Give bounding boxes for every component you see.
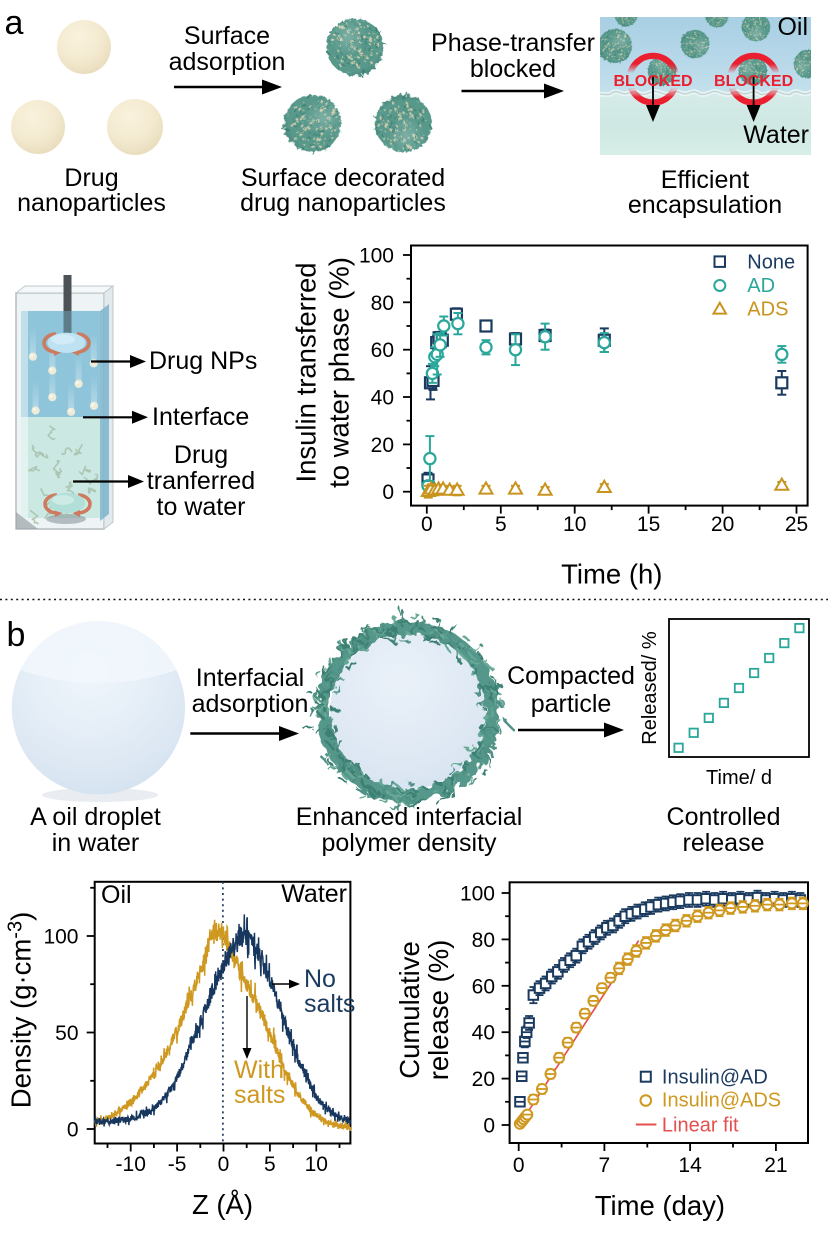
svg-text:to water: to water [157,493,246,521]
svg-text:Interface: Interface [152,403,249,431]
svg-text:release (%): release (%) [423,940,454,1081]
svg-text:nanoparticles: nanoparticles [17,189,166,217]
svg-text:100: 100 [43,926,78,949]
svg-text:0: 0 [513,1154,525,1177]
svg-text:encapsulation: encapsulation [628,191,782,219]
svg-text:Time (h): Time (h) [561,559,662,590]
svg-text:particle: particle [531,690,612,718]
svg-text:BLOCKED: BLOCKED [714,73,793,90]
svg-text:blocked: blocked [470,55,556,83]
svg-text:salts: salts [234,1081,285,1109]
svg-text:a: a [5,4,24,42]
svg-text:release: release [683,829,765,857]
svg-text:polymer density: polymer density [321,829,497,857]
svg-text:5: 5 [264,1153,276,1176]
svg-text:Insulin@ADS: Insulin@ADS [662,1090,781,1112]
svg-text:100: 100 [460,883,495,906]
svg-text:ADS: ADS [747,299,788,321]
svg-text:Cumulative: Cumulative [394,941,425,1079]
svg-text:Surface: Surface [184,22,270,50]
svg-text:20: 20 [371,434,394,457]
svg-text:0: 0 [382,481,394,504]
svg-text:Drug NPs: Drug NPs [149,347,257,375]
svg-text:14: 14 [678,1154,702,1177]
svg-text:Time/ d: Time/ d [706,767,772,789]
svg-text:0: 0 [483,1115,495,1138]
svg-text:20: 20 [472,1068,495,1091]
svg-text:5: 5 [495,513,507,536]
svg-text:Oil: Oil [777,13,808,41]
svg-text:Released/ %: Released/ % [639,631,661,745]
svg-text:Drug: Drug [174,441,228,469]
svg-text:to water phase (%): to water phase (%) [324,257,355,488]
svg-text:100: 100 [359,245,394,268]
svg-text:Linear fit: Linear fit [662,1115,739,1137]
svg-text:Efficient: Efficient [661,166,750,194]
svg-text:-5: -5 [168,1153,187,1176]
svg-text:Time (day): Time (day) [595,1190,725,1221]
svg-text:Z (Å): Z (Å) [192,1189,253,1220]
svg-text:10: 10 [305,1153,328,1176]
svg-text:Controlled: Controlled [667,803,781,831]
svg-text:10: 10 [563,513,586,536]
svg-text:A oil droplet: A oil droplet [30,803,161,831]
svg-text:7: 7 [599,1154,611,1177]
svg-text:None: None [747,252,795,274]
svg-text:adsorption: adsorption [169,48,286,76]
svg-text:b: b [7,616,26,654]
svg-text:Drug: Drug [64,164,118,192]
svg-text:80: 80 [472,929,495,952]
svg-text:Surface decorated: Surface decorated [241,164,445,192]
svg-text:20: 20 [711,513,734,536]
svg-text:AD: AD [747,275,775,297]
svg-text:Interfacial: Interfacial [196,664,304,692]
svg-text:salts: salts [304,990,355,1018]
svg-text:drug nanoparticles: drug nanoparticles [240,189,446,217]
svg-text:60: 60 [472,975,495,998]
svg-text:80: 80 [371,292,394,315]
svg-text:adsorption: adsorption [192,690,309,718]
svg-text:60: 60 [371,339,394,362]
svg-text:40: 40 [371,387,394,410]
svg-text:tranferred: tranferred [147,467,255,495]
svg-text:25: 25 [785,513,808,536]
svg-text:21: 21 [764,1154,787,1177]
svg-text:No: No [304,965,336,993]
svg-text:in water: in water [52,829,140,857]
svg-text:Density (g·cm-3): Density (g·cm-3) [5,912,37,1109]
svg-text:Compacted: Compacted [507,662,635,690]
svg-text:Phase-transfer: Phase-transfer [431,29,595,57]
svg-text:Water: Water [281,880,347,908]
svg-text:Insulin transferred: Insulin transferred [291,262,322,482]
svg-text:0: 0 [421,513,433,536]
svg-text:Insulin@AD: Insulin@AD [662,1067,768,1089]
svg-text:0: 0 [218,1153,230,1176]
svg-text:15: 15 [637,513,660,536]
svg-text:Enhanced interfacial: Enhanced interfacial [296,803,523,831]
svg-text:With: With [234,1056,284,1084]
svg-text:50: 50 [55,1022,78,1045]
svg-text:Water: Water [743,121,809,149]
svg-text:-10: -10 [116,1153,146,1176]
svg-text:40: 40 [472,1022,495,1045]
svg-text:0: 0 [67,1119,79,1142]
svg-text:Oil: Oil [101,881,132,909]
svg-text:BLOCKED: BLOCKED [613,73,692,90]
